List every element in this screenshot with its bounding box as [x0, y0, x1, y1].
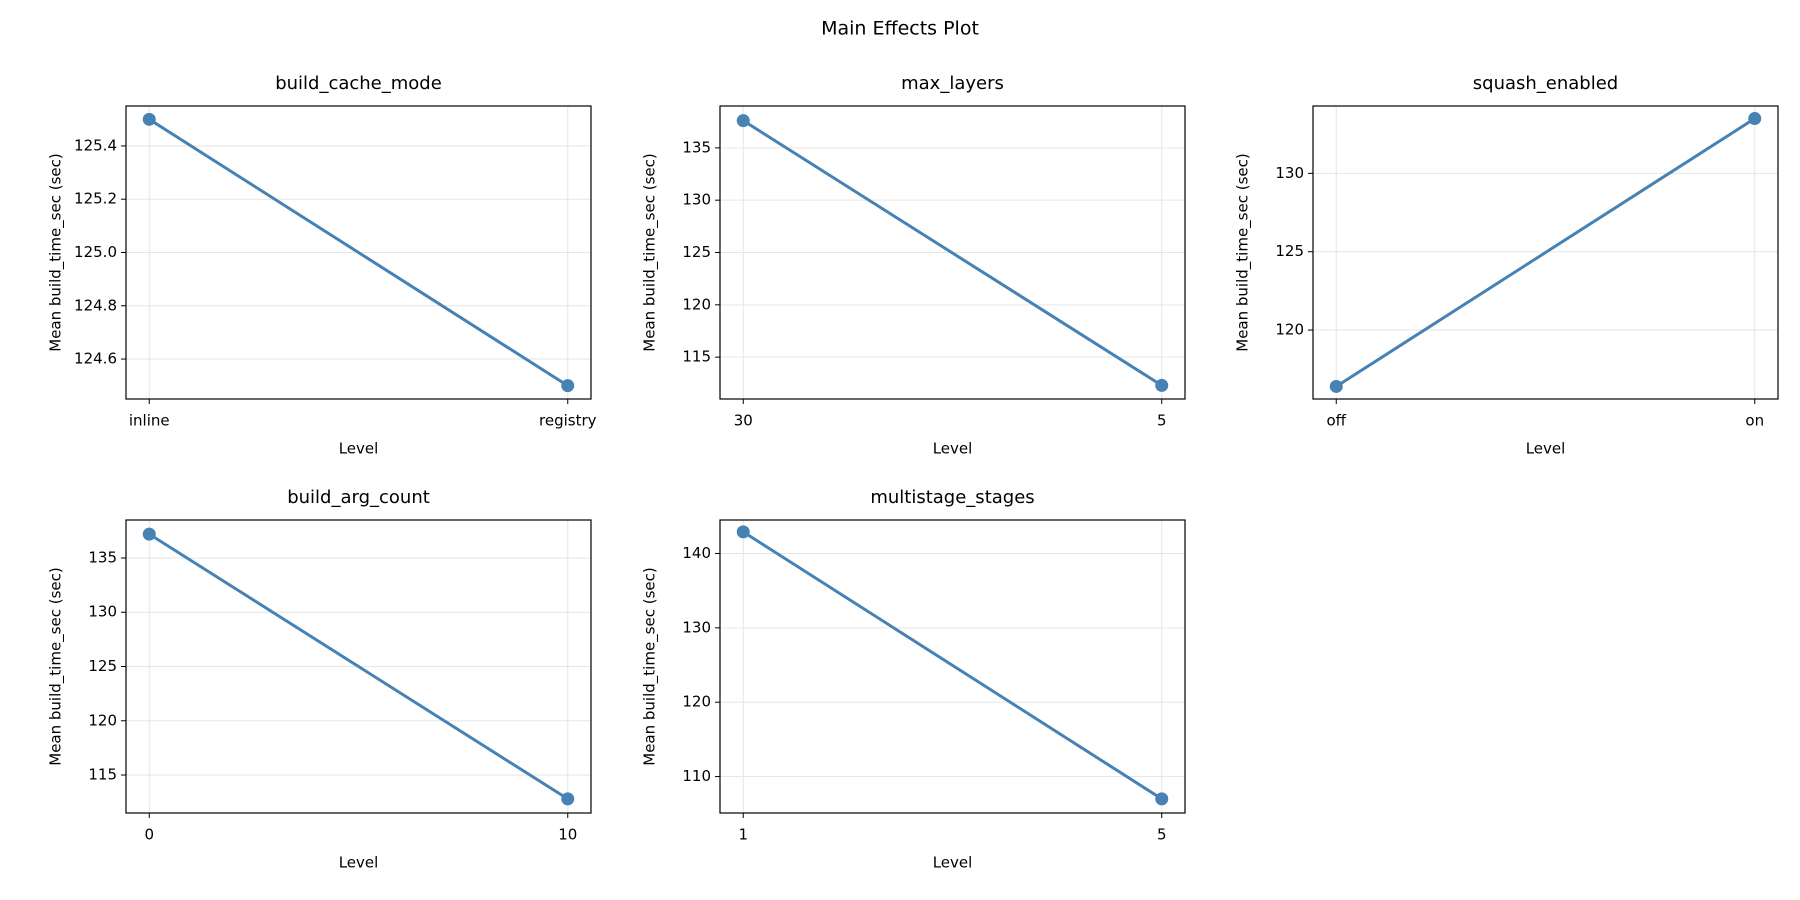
x-tick-label: off — [1326, 412, 1346, 430]
plot-frame — [719, 105, 1186, 400]
point — [142, 527, 156, 541]
y-axis-label: Mean build_time_sec (sec) — [47, 567, 66, 765]
figure-title: Main Effects Plot — [821, 18, 979, 40]
x-axis-label: Level — [1526, 440, 1566, 458]
x-tick-label: 5 — [1157, 412, 1167, 430]
point — [561, 792, 575, 806]
x-tick-label: 0 — [144, 826, 154, 844]
y-tick-label: 120 — [682, 295, 711, 313]
plot-frame — [719, 519, 1186, 814]
line — [148, 532, 569, 801]
y-tick-label: 120 — [88, 711, 117, 729]
y-tick-label: 130 — [682, 191, 711, 209]
point — [1329, 379, 1343, 393]
y-tick-label: 115 — [682, 348, 711, 366]
y-tick-label: 135 — [682, 138, 711, 156]
y-axis-label: Mean build_time_sec (sec) — [47, 153, 66, 351]
plot-frame — [1312, 105, 1779, 400]
point — [561, 379, 575, 393]
y-tick-label: 125.0 — [74, 243, 117, 261]
subplot-title: multistage_stages — [870, 487, 1034, 508]
x-tick-label: 5 — [1157, 826, 1167, 844]
y-tick-label: 115 — [88, 766, 117, 784]
x-tick-label: 30 — [734, 412, 753, 430]
subplot-title: max_layers — [901, 73, 1004, 94]
plot-frame — [125, 519, 592, 814]
y-tick-label: 130 — [88, 603, 117, 621]
line — [742, 119, 1163, 387]
x-tick-label: 1 — [738, 826, 748, 844]
y-tick-label: 120 — [682, 693, 711, 711]
subplot-title: build_arg_count — [287, 487, 430, 508]
y-tick-label: 125.4 — [74, 136, 117, 154]
point — [736, 525, 750, 539]
point — [736, 114, 750, 128]
y-tick-label: 135 — [88, 548, 117, 566]
x-axis-label: Level — [339, 440, 379, 458]
y-tick-label: 125 — [88, 657, 117, 675]
y-tick-label: 130 — [1275, 164, 1304, 182]
y-tick-label: 120 — [1275, 321, 1304, 339]
x-tick-label: inline — [129, 412, 170, 430]
y-tick-label: 124.6 — [74, 350, 117, 368]
y-tick-label: 110 — [682, 767, 711, 785]
y-axis-label: Mean build_time_sec (sec) — [1234, 153, 1253, 351]
y-tick-label: 125 — [682, 243, 711, 261]
x-tick-label: 10 — [558, 826, 577, 844]
point — [142, 112, 156, 126]
y-tick-label: 140 — [682, 544, 711, 562]
y-tick-label: 124.8 — [74, 296, 117, 314]
subplot-title: build_cache_mode — [275, 73, 442, 94]
x-tick-label: on — [1745, 412, 1764, 430]
line — [1335, 117, 1756, 388]
y-tick-label: 130 — [682, 618, 711, 636]
plot-frame — [125, 105, 592, 400]
y-tick-label: 125.2 — [74, 190, 117, 208]
x-axis-label: Level — [933, 440, 973, 458]
line — [742, 530, 1163, 801]
x-tick-label: registry — [539, 412, 597, 430]
point — [1155, 378, 1169, 392]
x-axis-label: Level — [933, 854, 973, 872]
x-axis-label: Level — [339, 854, 379, 872]
y-axis-label: Mean build_time_sec (sec) — [641, 153, 660, 351]
point — [1155, 792, 1169, 806]
y-tick-label: 125 — [1275, 242, 1304, 260]
point — [1748, 112, 1762, 126]
line — [148, 118, 569, 387]
y-axis-label: Mean build_time_sec (sec) — [641, 567, 660, 765]
subplot-title: squash_enabled — [1473, 73, 1618, 94]
